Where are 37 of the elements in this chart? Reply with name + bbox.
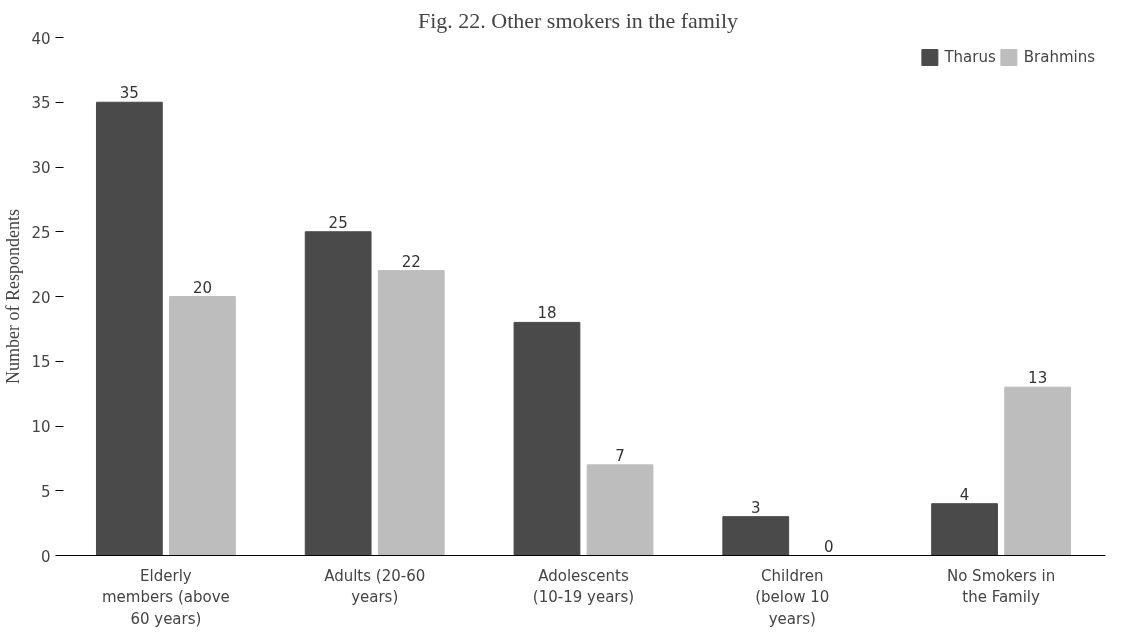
data-label: 35 [119, 84, 139, 103]
data-label: 0 [824, 537, 834, 556]
data-label: 7 [615, 446, 625, 465]
x-tick-label: No Smokers in the Family [946, 566, 1056, 607]
data-label: 4 [959, 485, 970, 504]
y-tick-label: 15 [31, 353, 51, 372]
x-tick-label: Elderly members (above 60 years) [102, 566, 230, 628]
bar [722, 516, 790, 556]
y-axis-title: Number of Respondents [3, 209, 24, 384]
y-tick-label: 0 [40, 547, 51, 566]
y-tick-label: 40 [31, 29, 51, 48]
legend-label: Brahmins [1023, 48, 1095, 66]
y-tick-label: 30 [31, 159, 51, 177]
x-tick-label: Adolescents (10-19 years) [532, 566, 635, 607]
x-tick-label: Adults (20-60 years) [324, 566, 426, 607]
y-tick-label: 5 [40, 482, 51, 501]
data-label: 13 [1028, 369, 1048, 388]
bar [931, 503, 998, 556]
bar [169, 296, 236, 556]
bar [95, 101, 163, 556]
y-tick-label: 25 [31, 223, 51, 242]
y-tick-label: 10 [31, 418, 51, 436]
bar [1004, 386, 1072, 556]
data-label: 3 [750, 498, 761, 517]
y-tick-label: 35 [31, 94, 51, 113]
bar [586, 464, 654, 556]
data-label: 25 [328, 213, 348, 232]
bar [377, 270, 445, 556]
bar [304, 231, 372, 556]
data-label: 20 [192, 278, 212, 297]
x-tick-label: Children (below 10 years) [755, 566, 830, 628]
data-label: 18 [537, 304, 557, 323]
bar [513, 321, 581, 556]
data-label: 22 [401, 252, 421, 271]
chart-title: Fig. 22. Other smokers in the family [417, 7, 739, 33]
y-tick-label: 20 [31, 288, 51, 307]
legend-label: Tharus [944, 48, 996, 66]
